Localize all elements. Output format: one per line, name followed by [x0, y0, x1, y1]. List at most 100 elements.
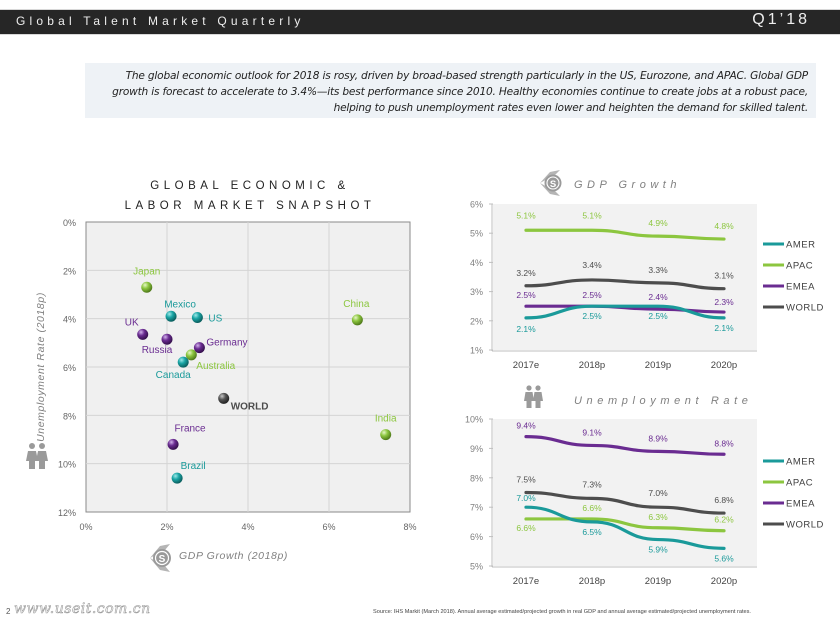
data-label-apac: 4.8%	[714, 221, 734, 231]
scatter-point-uk	[137, 328, 149, 340]
y-tick-label: 7%	[470, 503, 483, 513]
unemployment-data-labels: 6.6% 6.6% 6.3% 6.2% 7.5% 7.3% 7.0% 6.8% 9.4% 9.1%…	[516, 421, 734, 564]
scatter-x-tick-label: 2%	[160, 522, 173, 532]
series-line-emea	[524, 435, 726, 456]
svg-text:S: S	[550, 179, 556, 190]
scatter-point-germany	[193, 342, 205, 354]
people-icon	[524, 385, 543, 408]
scatter-point-label-us: US	[208, 313, 222, 324]
scatter-point-label-canada: Canada	[156, 370, 191, 381]
data-label-emea: 8.8%	[714, 438, 734, 448]
intro-box: The global economic outlook for 2018 is …	[85, 63, 816, 118]
data-label-amer: 2.5%	[648, 311, 668, 321]
data-label-world: 7.0%	[648, 488, 668, 498]
legend-label-world: WORLD	[786, 520, 824, 531]
legend-label-emea: EMEA	[786, 282, 815, 293]
scatter-point-india	[380, 429, 392, 441]
header-bar: Global Talent Market Quarterly Q1’18	[0, 9, 840, 35]
scatter-y-tick-label: 8%	[63, 411, 76, 421]
scatter-point-label-brazil: Brazil	[181, 461, 206, 472]
scatter-title-line1: GLOBAL ECONOMIC &	[150, 180, 350, 192]
data-label-amer: 2.5%	[582, 311, 602, 321]
gdp-y-ticks: 1% 2% 3% 4% 5% 6%	[470, 200, 493, 356]
scatter-points: Japan Mexico US UK Russia Germany Australia Can…	[125, 266, 397, 484]
scatter-y-tick-label: 0%	[63, 218, 76, 228]
y-tick-label: 9%	[470, 444, 483, 454]
scatter-y-ticks: 0% 2% 4% 6% 8% 10% 12%	[58, 218, 76, 518]
scatter-point-us	[191, 311, 203, 323]
scatter-point-canada	[177, 356, 189, 368]
data-label-world: 7.5%	[516, 475, 536, 485]
data-label-world: 6.8%	[714, 495, 734, 505]
legend-label-emea: EMEA	[786, 499, 815, 510]
legend-label-amer: AMER	[786, 457, 815, 468]
scatter-y-tick-label: 6%	[63, 363, 76, 373]
y-tick-label: 10%	[465, 415, 483, 425]
unemployment-x-ticks: 2017e 2018p 2019p 2020p	[513, 576, 737, 587]
source-note: Source: IHS Markit (March 2018). Annual …	[373, 609, 751, 615]
scatter-plot-area	[85, 221, 411, 513]
x-tick-label: 2019p	[645, 576, 671, 587]
scatter-y-tick-label: 2%	[63, 266, 76, 276]
legend-label-apac: APAC	[786, 261, 813, 272]
data-label-world: 3.4%	[582, 260, 602, 270]
scatter-grid	[86, 222, 410, 512]
y-tick-label: 4%	[470, 258, 483, 268]
scatter-title-line2: LABOR MARKET SNAPSHOT	[124, 200, 376, 212]
legend-label-apac: APAC	[786, 478, 813, 489]
scatter-point-label-russia: Russia	[142, 345, 173, 356]
data-label-apac: 6.3%	[648, 512, 668, 522]
data-label-world: 3.3%	[648, 265, 668, 275]
y-tick-label: 8%	[470, 473, 483, 483]
scatter-x-tick-label: 8%	[403, 522, 416, 532]
scatter-y-axis-label: Unemployment Rate (2018p)	[35, 292, 47, 442]
gdp-plot-area	[493, 204, 757, 350]
gdp-x-ticks: 2017e 2018p 2019p 2020p	[513, 360, 737, 371]
scatter-point-label-mexico: Mexico	[164, 299, 196, 310]
scatter-point-label-france: France	[175, 423, 207, 434]
gdp-data-labels: 5.1% 5.1% 4.9% 4.8% 3.2% 3.4% 3.3% 3.1% 2.5% 2.5%…	[516, 210, 734, 334]
x-tick-label: 2020p	[711, 360, 737, 371]
scatter-x-tick-label: 4%	[241, 522, 254, 532]
data-label-amer: 2.1%	[714, 323, 734, 333]
data-label-emea: 2.3%	[714, 297, 734, 307]
series-line-apac	[524, 517, 726, 533]
gdp-series-lines	[524, 228, 726, 320]
unemployment-plot-area	[493, 419, 757, 566]
data-label-apac: 4.9%	[648, 218, 668, 228]
y-tick-label: 2%	[470, 316, 483, 326]
data-label-amer: 5.9%	[648, 545, 668, 555]
y-tick-label: 3%	[470, 287, 483, 297]
scatter-point-label-uk: UK	[125, 317, 139, 328]
x-tick-label: 2020p	[711, 576, 737, 587]
series-line-world	[524, 278, 726, 291]
scatter-y-tick-label: 4%	[63, 315, 76, 325]
data-label-world: 3.2%	[516, 268, 536, 278]
scatter-point-japan	[141, 281, 153, 293]
series-line-amer	[524, 505, 726, 550]
data-label-emea: 2.5%	[582, 290, 602, 300]
data-label-amer: 6.5%	[582, 527, 602, 537]
legend-label-world: WORLD	[786, 303, 824, 314]
scatter-point-label-china: China	[343, 299, 370, 310]
scatter-title: GLOBAL ECONOMIC & LABOR MARKET SNAPSHOT	[100, 176, 400, 216]
dollar-coin-icon: S	[540, 170, 562, 196]
scatter-x-ticks: 0% 2% 4% 6% 8%	[79, 522, 416, 532]
intro-text: The global economic outlook for 2018 is …	[112, 70, 808, 114]
data-label-apac: 6.2%	[714, 515, 734, 525]
data-label-world: 3.1%	[714, 271, 734, 281]
x-tick-label: 2017e	[513, 576, 539, 587]
x-tick-label: 2017e	[513, 360, 539, 371]
people-icon	[26, 443, 48, 469]
scatter-point-france	[167, 438, 179, 450]
scatter-point-world	[218, 392, 230, 404]
data-label-emea: 9.1%	[582, 427, 602, 437]
unemployment-chart-title: Unemployment Rate	[574, 395, 752, 407]
data-label-world: 7.3%	[582, 479, 602, 489]
gdp-chart-title: GDP Growth	[574, 179, 681, 191]
data-label-apac: 6.6%	[516, 523, 536, 533]
data-label-amer: 7.0%	[516, 493, 536, 503]
page-number: 2	[6, 607, 11, 616]
unemployment-series-lines	[524, 435, 726, 550]
x-tick-label: 2018p	[579, 360, 605, 371]
